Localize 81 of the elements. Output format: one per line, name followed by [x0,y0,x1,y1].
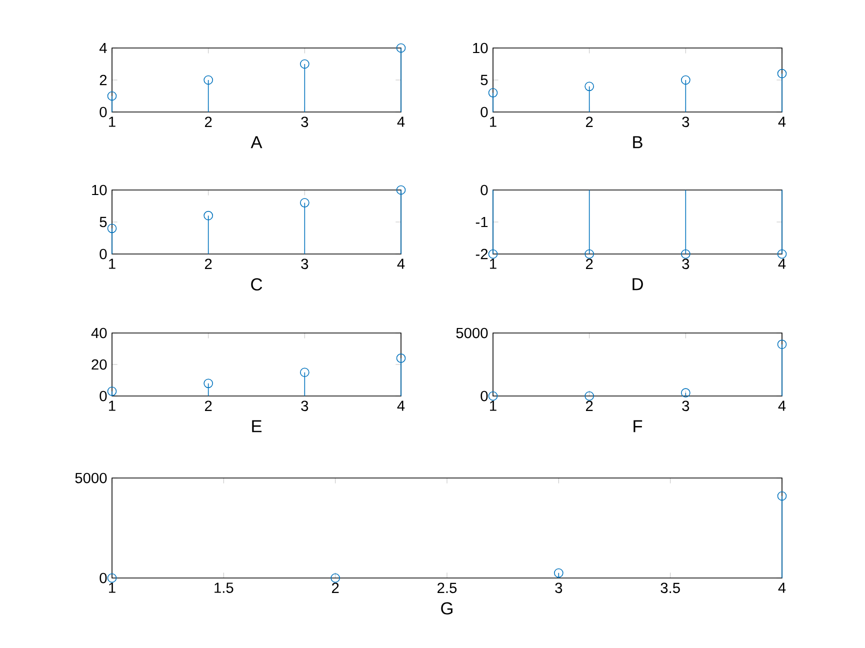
y-tick-label: 5000 [75,472,107,484]
point [300,59,310,69]
x-tick-label: 1 [109,582,116,593]
y-tick-label: 4 [99,42,107,54]
x-tick-label: 3 [682,116,690,128]
x-tick-label: 3.5 [660,582,680,594]
point [584,82,594,92]
x-tick-label: 1 [109,400,116,411]
x-tick-label: 2 [332,582,339,593]
x-tick-label: 2 [586,116,593,127]
x-tick-label: 4 [397,400,405,411]
x-tick-label: 2 [204,116,212,127]
x-axis-title: F [634,420,642,432]
point [107,224,117,234]
point [396,354,406,363]
point [777,491,787,501]
x-tick-label: 4 [778,400,786,411]
point [300,368,310,378]
x-axis-title: B [633,136,642,148]
point [107,573,117,583]
y-tick-label: 0 [100,572,107,584]
x-tick-label: 2 [204,258,212,269]
x-axis-title: G [441,602,452,615]
x-tick-label: 1 [109,116,116,127]
y-tick-label: -1 [476,216,488,228]
x-tick-label: 3 [301,400,308,412]
point [681,75,690,85]
point [330,573,340,583]
x-tick-label: 4 [778,258,786,269]
y-tick-label: 20 [92,359,107,370]
y-tick-label: 40 [91,328,107,338]
x-tick-label: 3 [301,116,308,128]
y-tick-label: 2 [100,74,107,86]
y-tick-label: 10 [473,42,488,54]
y-tick-label: 0 [480,390,488,402]
x-tick-label: 3 [555,582,562,594]
point [300,198,310,208]
x-tick-label: 1 [490,258,496,269]
x-tick-label: 2 [586,258,593,269]
point [107,386,117,396]
point [777,340,787,350]
point [107,91,117,101]
x-tick-label: 2 [204,400,212,411]
x-tick-label: 3 [682,258,690,270]
x-tick-label: 4 [397,258,405,269]
y-tick-label: 0 [480,106,488,118]
y-tick-label: 5 [100,216,107,228]
point [554,568,564,578]
y-tick-label: -2 [476,248,488,260]
y-tick-label: 5 [480,74,488,86]
point [584,391,594,401]
x-axis-title: D [632,278,643,290]
x-tick-label: 3 [301,258,308,270]
x-tick-label: 3 [682,400,690,412]
x-axis-title: C [251,278,262,291]
point [488,88,498,98]
x-tick-label: 1 [109,258,116,269]
point [204,378,213,388]
x-tick-label: 1.5 [214,582,234,593]
y-tick-label: 0 [480,184,488,196]
y-tick-label: 0 [100,390,107,402]
point [396,43,406,53]
point [396,185,406,195]
point [777,68,787,78]
x-tick-label: 2 [586,400,593,411]
y-tick-label: 0 [100,106,107,118]
x-axis-title: E [252,420,262,432]
point [204,210,213,220]
x-tick-label: 4 [778,582,786,593]
x-tick-label: 1 [490,116,496,127]
x-tick-label: 1 [490,400,496,411]
point [204,75,213,85]
y-tick-label: 10 [92,184,107,196]
point [488,391,498,401]
x-tick-label: 4 [397,116,405,127]
point [681,388,690,398]
x-tick-label: 4 [778,116,786,127]
y-tick-label: 5000 [456,328,488,338]
x-tick-label: 2.5 [438,582,457,594]
y-tick-label: 0 [100,248,107,260]
x-axis-title: A [250,136,262,148]
